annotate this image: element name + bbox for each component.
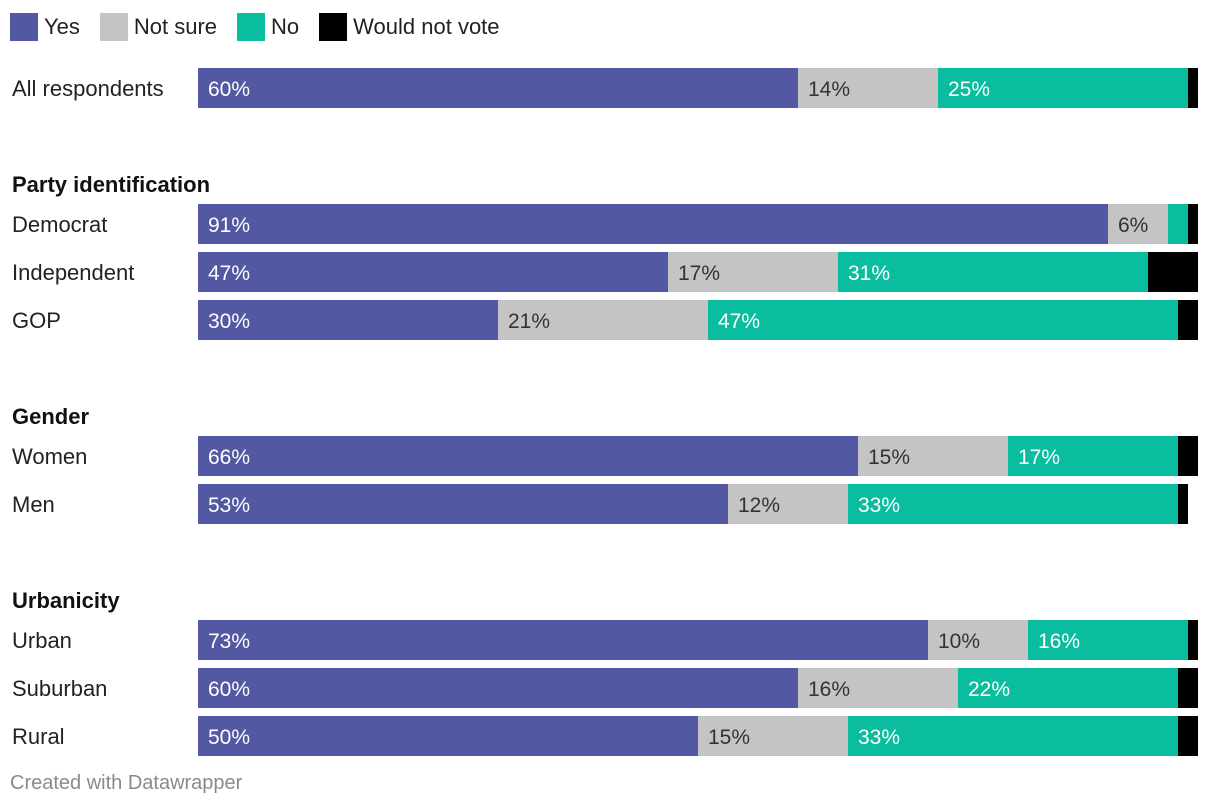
data-label-women-yes: 66% <box>208 446 250 469</box>
row-label-all-respondents: All respondents <box>12 76 164 101</box>
data-label-all-respondents-no: 25% <box>948 78 990 101</box>
group-heading-urbanicity: Urbanicity <box>12 588 120 613</box>
bar-all-respondents-not-sure <box>798 68 938 108</box>
bar-rural-no <box>848 716 1178 756</box>
group-heading-gender: Gender <box>12 404 89 429</box>
bar-democrat-yes <box>198 204 1108 244</box>
bar-independent-would-not-vote <box>1148 252 1198 292</box>
bar-women-yes <box>198 436 858 476</box>
bar-rural-would-not-vote <box>1178 716 1198 756</box>
legend-swatch-not-sure <box>99 13 128 41</box>
bar-suburban-would-not-vote <box>1178 668 1198 708</box>
row-label-urban: Urban <box>12 628 72 653</box>
data-label-gop-yes: 30% <box>208 310 250 333</box>
data-label-urban-no: 16% <box>1038 630 1080 653</box>
data-label-gop-not-sure: 21% <box>508 310 550 333</box>
data-label-women-not-sure: 15% <box>868 446 910 469</box>
bar-independent-not-sure <box>668 252 838 292</box>
bar-gop-not-sure <box>498 300 708 340</box>
bar-gop-no <box>708 300 1178 340</box>
row-label-women: Women <box>12 444 87 469</box>
bar-rural-yes <box>198 716 698 756</box>
data-label-democrat-not-sure: 6% <box>1118 214 1148 237</box>
legend-label-not-sure: Not sure <box>133 14 218 39</box>
bar-suburban-yes <box>198 668 798 708</box>
data-label-rural-yes: 50% <box>208 726 250 749</box>
data-label-men-not-sure: 12% <box>738 494 780 517</box>
bar-women-not-sure <box>858 436 1008 476</box>
bar-independent-yes <box>198 252 668 292</box>
data-label-independent-no: 31% <box>848 262 890 285</box>
stacked-bar-chart: All respondents 60% 14% 25% Party identifica… <box>12 68 1198 756</box>
data-label-all-respondents-not-sure: 14% <box>808 78 850 101</box>
legend: Yes Not sure No Would not vote <box>10 12 520 42</box>
row-label-men: Men <box>12 492 55 517</box>
legend-label-would-not-vote: Would not vote <box>353 14 500 39</box>
bar-rural-not-sure <box>698 716 848 756</box>
data-label-men-yes: 53% <box>208 494 250 517</box>
bar-urban-yes <box>198 620 928 660</box>
bar-urban-would-not-vote <box>1188 620 1198 660</box>
row-label-independent: Independent <box>12 260 134 285</box>
data-label-women-no: 17% <box>1018 446 1060 469</box>
legend-label-yes: Yes <box>44 14 80 39</box>
legend-item-would-not-vote: Would not vote <box>319 13 500 41</box>
bar-all-respondents-would-not-vote <box>1188 68 1198 108</box>
legend-item-no: No <box>237 13 299 41</box>
legend-swatch-would-not-vote <box>319 13 348 41</box>
data-label-men-no: 33% <box>858 494 900 517</box>
bar-democrat-no <box>1168 204 1188 244</box>
bar-urban-no <box>1028 620 1188 660</box>
row-label-suburban: Suburban <box>12 676 107 701</box>
data-label-rural-not-sure: 15% <box>708 726 750 749</box>
legend-label-no: No <box>271 14 300 39</box>
group-heading-party-identification: Party identification <box>12 172 210 197</box>
bar-suburban-no <box>958 668 1178 708</box>
bar-all-respondents-no <box>938 68 1188 108</box>
data-label-all-respondents-yes: 60% <box>208 78 250 101</box>
data-label-suburban-yes: 60% <box>208 678 250 701</box>
data-label-independent-not-sure: 17% <box>678 262 720 285</box>
data-label-rural-no: 33% <box>858 726 900 749</box>
data-label-suburban-no: 22% <box>968 678 1010 701</box>
row-label-gop: GOP <box>12 308 61 333</box>
data-label-gop-no: 47% <box>718 310 760 333</box>
bar-women-would-not-vote <box>1178 436 1198 476</box>
bar-gop-would-not-vote <box>1178 300 1198 340</box>
bar-independent-no <box>838 252 1148 292</box>
data-label-suburban-not-sure: 16% <box>808 678 850 701</box>
legend-swatch-yes <box>10 13 38 41</box>
bar-democrat-would-not-vote <box>1188 204 1198 244</box>
bar-women-no <box>1008 436 1178 476</box>
footer-credit: Created with Datawrapper <box>10 772 243 794</box>
bar-urban-not-sure <box>928 620 1028 660</box>
data-label-urban-not-sure: 10% <box>938 630 980 653</box>
legend-swatch-no <box>237 13 266 41</box>
bar-all-respondents-yes <box>198 68 798 108</box>
data-label-democrat-yes: 91% <box>208 214 250 237</box>
bar-gop-yes <box>198 300 498 340</box>
bar-men-no <box>848 484 1178 524</box>
bar-men-would-not-vote <box>1178 484 1188 524</box>
data-label-urban-yes: 73% <box>208 630 250 653</box>
legend-item-yes: Yes <box>10 13 80 41</box>
bar-men-not-sure <box>728 484 848 524</box>
bar-suburban-not-sure <box>798 668 958 708</box>
bar-democrat-not-sure <box>1108 204 1168 244</box>
row-label-democrat: Democrat <box>12 212 107 237</box>
bar-men-yes <box>198 484 728 524</box>
row-label-rural: Rural <box>12 724 65 749</box>
data-label-independent-yes: 47% <box>208 262 250 285</box>
legend-item-not-sure: Not sure <box>99 13 218 41</box>
